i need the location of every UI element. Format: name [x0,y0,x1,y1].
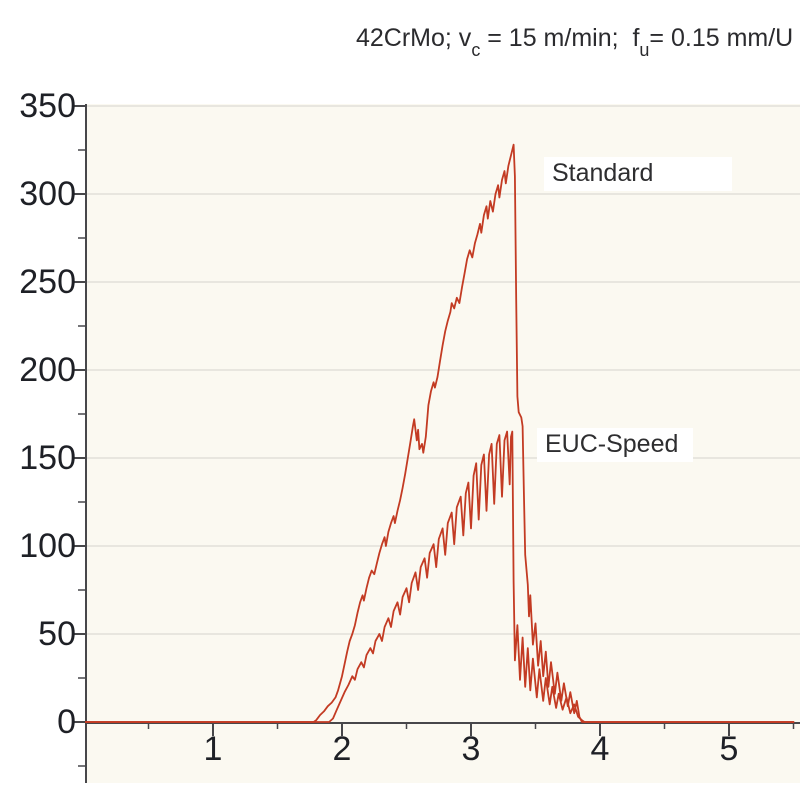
y-tick-label-0: 0 [57,703,76,741]
series-label-euc-speed: EUC-Speed [537,428,693,462]
standard-curve [85,143,795,723]
y-tick-label-50: 50 [38,615,76,653]
title-segment: = 0.15 mm/U [649,24,794,52]
x-tick-label-1: 1 [203,730,223,768]
curves-group [85,143,795,723]
title-subscript-c: c [471,40,481,60]
y-tick-label-200: 200 [19,351,76,389]
y-tick-label-350: 350 [19,87,76,125]
series-label-standard: Standard [544,157,732,191]
x-tick-label-4: 4 [590,730,610,768]
euc-speed-curve [85,430,795,723]
x-tick-label-5: 5 [719,730,739,768]
y-tick-label-300: 300 [19,175,76,213]
title-segment: = 15 m/min; f [480,24,640,52]
x-tick-label-3: 3 [461,730,481,768]
y-tick-label-250: 250 [19,263,76,301]
title-subscript-u: u [639,40,650,60]
title-segment: 42CrMo; v [356,24,472,52]
x-tick-label-2: 2 [332,730,352,768]
y-tick-label-100: 100 [19,527,76,565]
chart-title: 42CrMo; vc = 15 m/min; fu= 0.15 mm/U [356,24,794,59]
y-tick-label-150: 150 [19,439,76,477]
